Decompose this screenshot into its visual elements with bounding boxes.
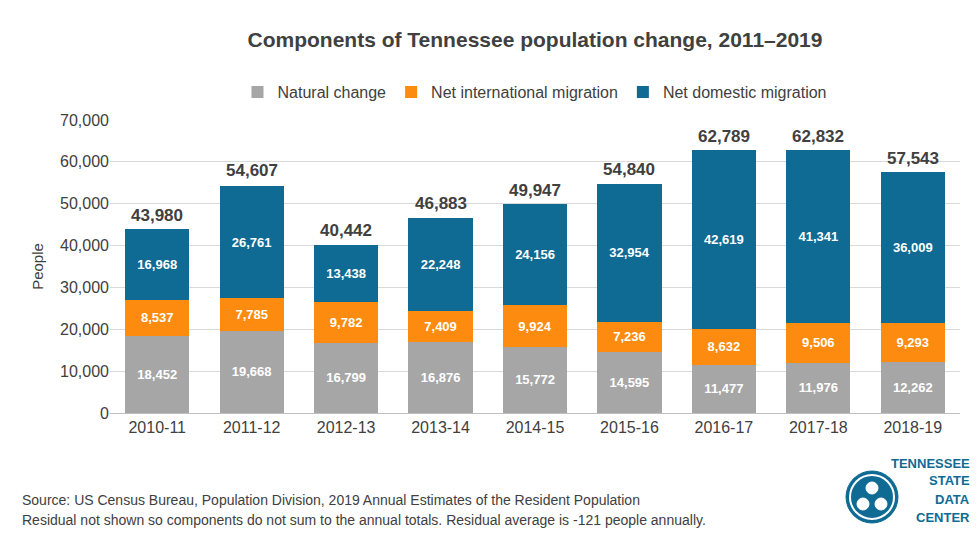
svg-text:32,954: 32,954 <box>609 245 650 260</box>
svg-text:9,506: 9,506 <box>802 335 835 350</box>
svg-text:22,248: 22,248 <box>421 257 461 272</box>
svg-text:2012-13: 2012-13 <box>317 419 376 436</box>
svg-text:70,000: 70,000 <box>60 112 109 129</box>
svg-text:24,156: 24,156 <box>515 247 555 262</box>
svg-text:26,761: 26,761 <box>232 235 272 250</box>
svg-text:Components of Tennessee popula: Components of Tennessee population chang… <box>248 28 823 51</box>
svg-text:12,262: 12,262 <box>893 380 933 395</box>
svg-text:7,785: 7,785 <box>235 307 268 322</box>
svg-text:49,947: 49,947 <box>509 181 561 200</box>
svg-text:2010-11: 2010-11 <box>128 419 186 436</box>
svg-text:11,477: 11,477 <box>704 381 743 396</box>
svg-text:11,976: 11,976 <box>799 380 838 395</box>
svg-text:57,543: 57,543 <box>887 149 939 168</box>
svg-text:8,537: 8,537 <box>141 310 174 325</box>
svg-text:15,772: 15,772 <box>515 372 555 387</box>
svg-text:16,876: 16,876 <box>421 370 461 385</box>
svg-text:13,438: 13,438 <box>326 266 366 281</box>
svg-text:DATA: DATA <box>935 492 970 507</box>
svg-text:16,968: 16,968 <box>137 257 177 272</box>
svg-text:Net domestic migration: Net domestic migration <box>663 84 827 101</box>
svg-text:2017-18: 2017-18 <box>789 419 848 436</box>
svg-text:2013-14: 2013-14 <box>411 419 470 436</box>
svg-text:7,236: 7,236 <box>613 329 646 344</box>
svg-text:18,452: 18,452 <box>137 367 177 382</box>
svg-text:30,000: 30,000 <box>60 279 109 296</box>
svg-text:60,000: 60,000 <box>60 153 109 170</box>
svg-text:36,009: 36,009 <box>893 240 933 255</box>
svg-text:42,619: 42,619 <box>704 232 744 247</box>
svg-text:TENNESSEE: TENNESSEE <box>891 456 970 471</box>
svg-text:40,442: 40,442 <box>320 221 372 240</box>
svg-text:19,668: 19,668 <box>232 364 272 379</box>
svg-text:STATE: STATE <box>929 473 970 488</box>
svg-text:People: People <box>29 243 46 290</box>
svg-text:0: 0 <box>100 405 109 422</box>
svg-text:8,632: 8,632 <box>708 339 741 354</box>
svg-text:54,840: 54,840 <box>603 160 655 179</box>
svg-text:50,000: 50,000 <box>60 195 109 212</box>
svg-text:2015-16: 2015-16 <box>600 419 659 436</box>
svg-text:10,000: 10,000 <box>60 363 109 380</box>
svg-text:14,595: 14,595 <box>610 375 650 390</box>
svg-text:2016-17: 2016-17 <box>695 419 754 436</box>
svg-text:2011-12: 2011-12 <box>223 419 281 436</box>
svg-text:Net international migration: Net international migration <box>431 84 618 101</box>
svg-text:9,924: 9,924 <box>518 319 551 334</box>
svg-text:7,409: 7,409 <box>424 319 457 334</box>
svg-text:Residual not shown so componen: Residual not shown so components do not … <box>22 512 706 528</box>
svg-text:Source: US Census Bureau, Popu: Source: US Census Bureau, Population Div… <box>22 492 640 508</box>
svg-text:CENTER: CENTER <box>916 510 970 525</box>
svg-text:2018-19: 2018-19 <box>883 419 942 436</box>
svg-text:41,341: 41,341 <box>798 229 838 244</box>
svg-text:62,832: 62,832 <box>792 127 844 146</box>
svg-text:20,000: 20,000 <box>60 321 109 338</box>
svg-text:40,000: 40,000 <box>60 237 109 254</box>
svg-text:9,293: 9,293 <box>897 335 930 350</box>
svg-text:Natural change: Natural change <box>278 84 387 101</box>
svg-text:54,607: 54,607 <box>226 161 278 180</box>
svg-text:62,789: 62,789 <box>698 127 750 146</box>
svg-text:46,883: 46,883 <box>415 194 467 213</box>
svg-text:43,980: 43,980 <box>131 206 183 225</box>
svg-text:16,799: 16,799 <box>326 370 366 385</box>
svg-text:2014-15: 2014-15 <box>506 419 565 436</box>
svg-text:9,782: 9,782 <box>330 315 363 330</box>
